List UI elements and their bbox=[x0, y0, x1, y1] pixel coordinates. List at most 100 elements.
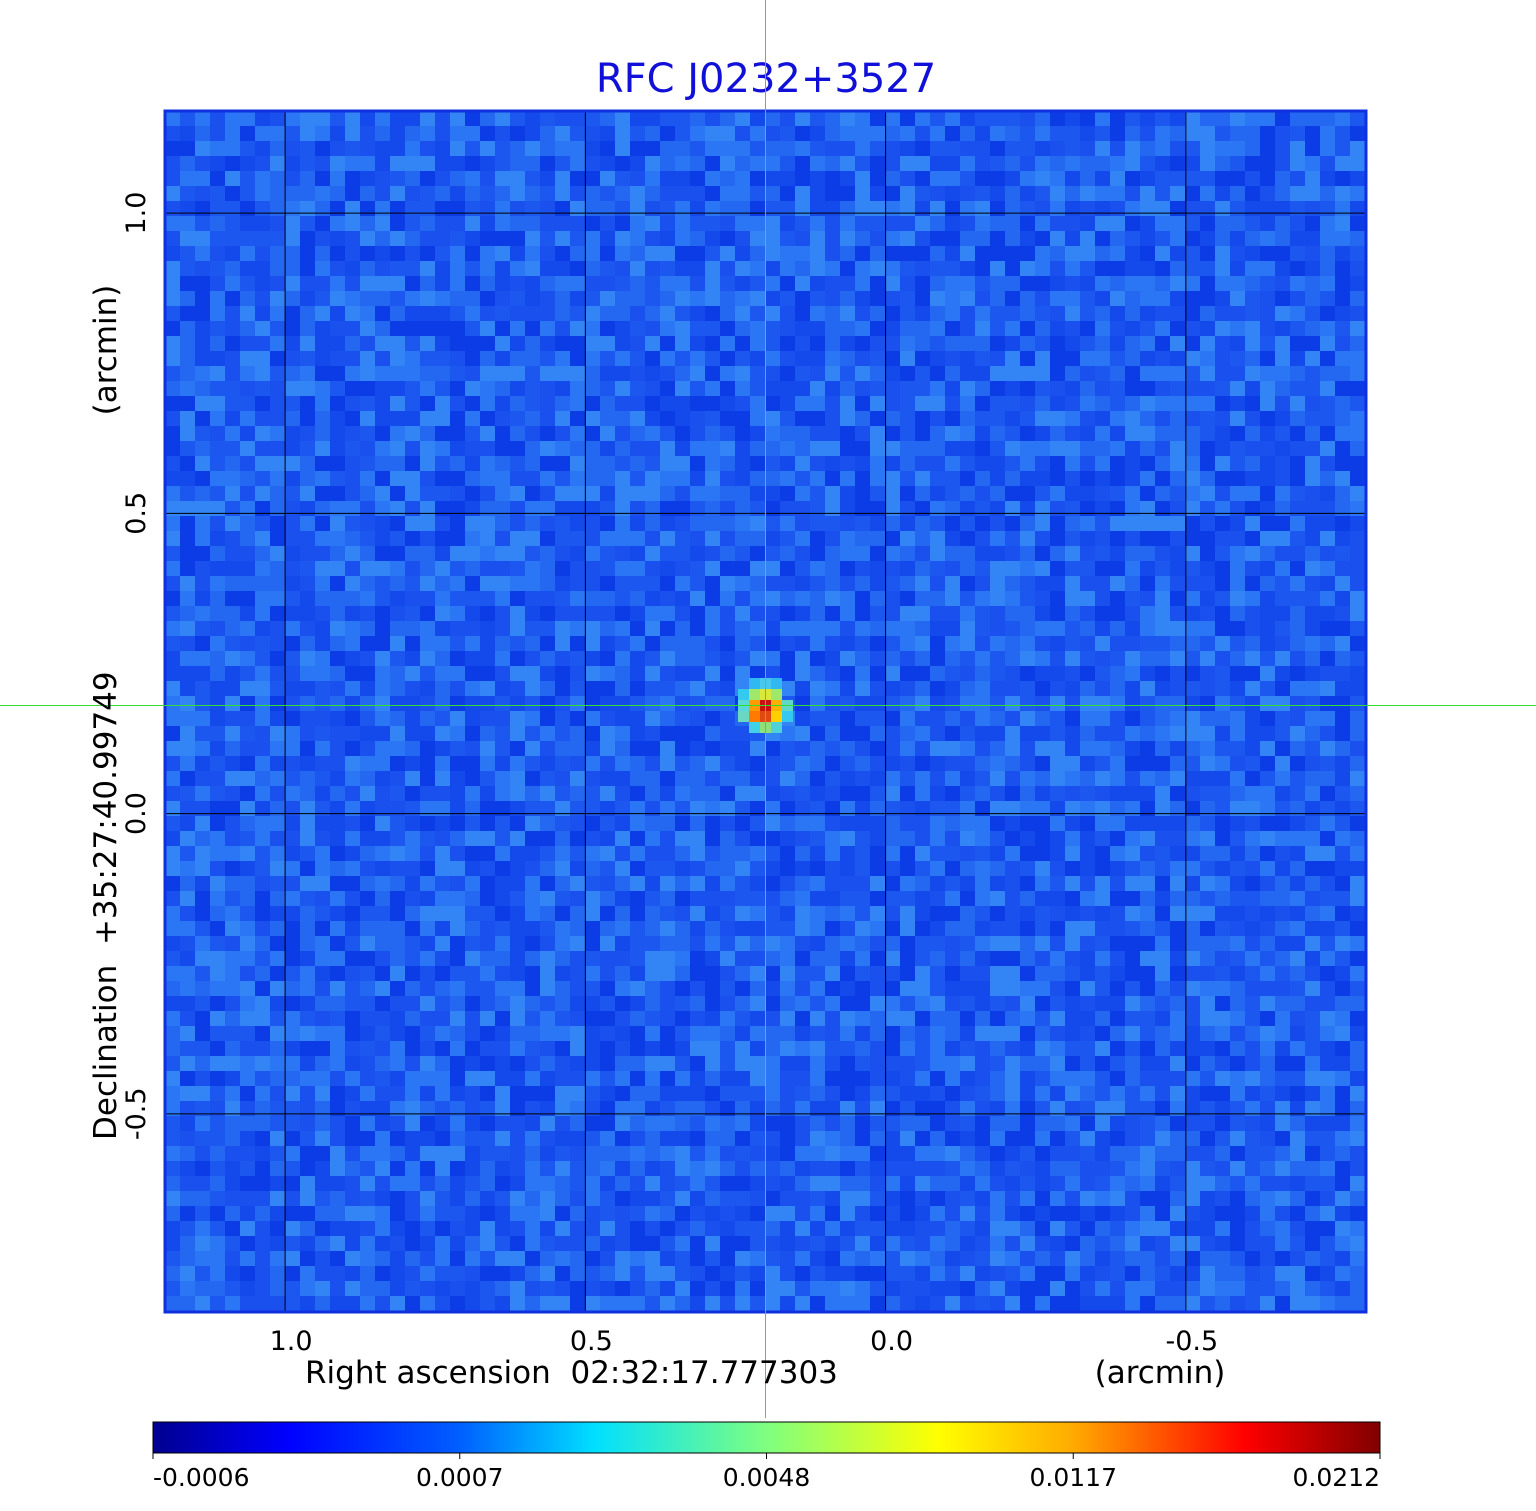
noise-cell bbox=[1200, 306, 1215, 321]
noise-cell bbox=[1275, 741, 1290, 756]
noise-cell bbox=[1200, 621, 1215, 636]
noise-cell bbox=[450, 321, 465, 336]
noise-cell bbox=[1110, 501, 1125, 516]
noise-cell bbox=[765, 921, 780, 936]
noise-cell bbox=[405, 471, 420, 486]
noise-cell bbox=[1065, 696, 1080, 711]
noise-cell bbox=[390, 186, 405, 201]
noise-cell bbox=[810, 201, 825, 216]
noise-cell bbox=[1335, 201, 1350, 216]
noise-cell bbox=[600, 201, 615, 216]
noise-cell bbox=[240, 576, 255, 591]
noise-cell bbox=[900, 231, 915, 246]
noise-cell bbox=[705, 246, 720, 261]
noise-cell bbox=[1170, 786, 1185, 801]
noise-cell bbox=[555, 921, 570, 936]
noise-cell bbox=[855, 516, 870, 531]
noise-cell bbox=[1065, 996, 1080, 1011]
noise-cell bbox=[375, 471, 390, 486]
noise-cell bbox=[990, 516, 1005, 531]
noise-cell bbox=[1035, 261, 1050, 276]
noise-cell bbox=[375, 516, 390, 531]
noise-cell bbox=[570, 306, 585, 321]
noise-cell bbox=[1320, 846, 1335, 861]
noise-cell bbox=[1050, 561, 1065, 576]
noise-cell bbox=[1185, 906, 1200, 921]
noise-cell bbox=[660, 486, 675, 501]
noise-cell bbox=[810, 1011, 825, 1026]
noise-cell bbox=[840, 771, 855, 786]
noise-cell bbox=[930, 966, 945, 981]
noise-cell bbox=[780, 786, 795, 801]
noise-cell bbox=[555, 861, 570, 876]
noise-cell bbox=[300, 996, 315, 1011]
noise-cell bbox=[1350, 666, 1365, 681]
noise-cell bbox=[615, 216, 630, 231]
noise-cell bbox=[840, 486, 855, 501]
noise-cell bbox=[540, 351, 555, 366]
noise-cell bbox=[720, 981, 735, 996]
noise-cell bbox=[1215, 921, 1230, 936]
noise-cell bbox=[375, 441, 390, 456]
noise-cell bbox=[960, 186, 975, 201]
noise-cell bbox=[450, 246, 465, 261]
noise-cell bbox=[1230, 771, 1245, 786]
noise-cell bbox=[855, 426, 870, 441]
noise-cell bbox=[870, 201, 885, 216]
noise-cell bbox=[645, 891, 660, 906]
noise-cell bbox=[360, 996, 375, 1011]
noise-cell bbox=[735, 456, 750, 471]
noise-cell bbox=[300, 201, 315, 216]
noise-cell bbox=[675, 171, 690, 186]
noise-cell bbox=[540, 306, 555, 321]
noise-cell bbox=[840, 696, 855, 711]
noise-cell bbox=[1065, 801, 1080, 816]
noise-cell bbox=[900, 141, 915, 156]
noise-cell bbox=[255, 366, 270, 381]
noise-cell bbox=[1200, 246, 1215, 261]
noise-cell bbox=[210, 696, 225, 711]
noise-cell bbox=[1305, 876, 1320, 891]
noise-cell bbox=[510, 126, 525, 141]
noise-cell bbox=[270, 201, 285, 216]
noise-cell bbox=[585, 216, 600, 231]
noise-cell bbox=[1020, 1011, 1035, 1026]
noise-cell bbox=[810, 246, 825, 261]
noise-cell bbox=[600, 426, 615, 441]
noise-cell bbox=[645, 141, 660, 156]
noise-cell bbox=[360, 636, 375, 651]
noise-cell bbox=[420, 531, 435, 546]
noise-cell bbox=[840, 666, 855, 681]
noise-cell bbox=[570, 351, 585, 366]
noise-cell bbox=[1245, 156, 1260, 171]
noise-cell bbox=[930, 291, 945, 306]
noise-cell bbox=[690, 966, 705, 981]
noise-cell bbox=[1215, 606, 1230, 621]
noise-cell bbox=[225, 441, 240, 456]
noise-cell bbox=[540, 381, 555, 396]
noise-cell bbox=[570, 876, 585, 891]
noise-cell bbox=[1260, 486, 1275, 501]
noise-cell bbox=[510, 456, 525, 471]
noise-cell bbox=[1065, 741, 1080, 756]
noise-cell bbox=[1290, 501, 1305, 516]
noise-cell bbox=[1245, 771, 1260, 786]
noise-cell bbox=[900, 471, 915, 486]
noise-cell bbox=[855, 666, 870, 681]
noise-cell bbox=[210, 441, 225, 456]
noise-cell bbox=[1065, 171, 1080, 186]
noise-cell bbox=[615, 351, 630, 366]
noise-cell bbox=[765, 456, 780, 471]
noise-cell bbox=[1290, 276, 1305, 291]
noise-cell bbox=[855, 381, 870, 396]
noise-cell bbox=[915, 336, 930, 351]
noise-cell bbox=[1140, 321, 1155, 336]
noise-cell bbox=[210, 786, 225, 801]
noise-cell bbox=[1005, 681, 1020, 696]
noise-cell bbox=[1245, 246, 1260, 261]
noise-cell bbox=[510, 906, 525, 921]
noise-cell bbox=[885, 606, 900, 621]
noise-cell bbox=[255, 336, 270, 351]
noise-cell bbox=[1320, 396, 1335, 411]
noise-cell bbox=[585, 846, 600, 861]
